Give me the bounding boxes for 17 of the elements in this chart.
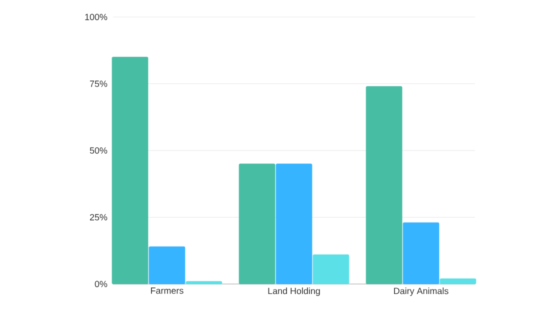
bar (238, 164, 276, 284)
bar (312, 254, 350, 284)
bar (186, 281, 222, 284)
y-tick-label: 0% (94, 280, 108, 288)
bar (366, 86, 402, 284)
bar (148, 246, 186, 284)
bar (402, 222, 440, 284)
x-tick-label: Land Holding (268, 288, 320, 296)
y-tick-label: 75% (90, 80, 108, 87)
x-tick-label: Farmers (151, 288, 184, 294)
y-tick-label: 50% (90, 147, 108, 154)
bar (276, 164, 312, 284)
y-tick-label: 25% (90, 214, 108, 220)
x-tick-label: Dairy Animals (394, 288, 448, 296)
y-tick-label: 100% (85, 14, 108, 20)
bar (440, 278, 476, 284)
bar (112, 56, 148, 284)
